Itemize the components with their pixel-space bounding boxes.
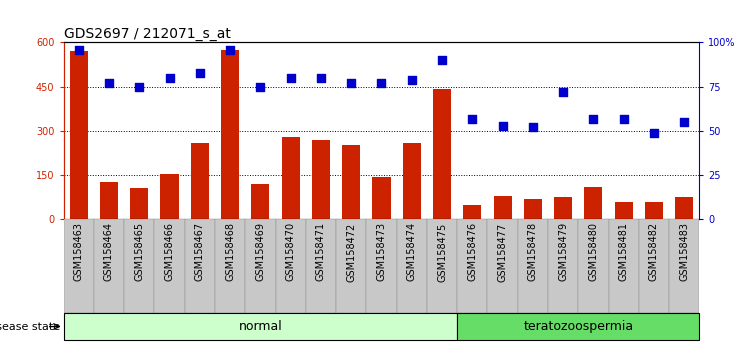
Bar <box>427 219 457 313</box>
Point <box>497 123 509 129</box>
Bar <box>336 219 367 313</box>
Bar <box>161 174 179 219</box>
Point <box>375 80 387 86</box>
Bar <box>524 199 542 219</box>
Bar <box>64 313 457 340</box>
Point <box>224 47 236 52</box>
Text: GSM158475: GSM158475 <box>437 222 447 281</box>
Bar <box>306 219 336 313</box>
Text: GSM158467: GSM158467 <box>194 222 205 281</box>
Bar <box>488 219 518 313</box>
Bar <box>463 205 482 219</box>
Point <box>466 116 478 121</box>
Point <box>405 77 417 82</box>
Text: GSM158477: GSM158477 <box>497 222 508 281</box>
Text: GSM158470: GSM158470 <box>286 222 295 281</box>
Point <box>587 116 599 121</box>
Text: GSM158472: GSM158472 <box>346 222 356 281</box>
Bar <box>615 202 633 219</box>
Text: GSM158480: GSM158480 <box>589 222 598 281</box>
Bar <box>402 143 421 219</box>
Bar <box>245 219 275 313</box>
Text: GSM158464: GSM158464 <box>104 222 114 281</box>
Bar <box>275 219 306 313</box>
Text: GSM158466: GSM158466 <box>165 222 174 281</box>
Bar <box>342 145 361 219</box>
Point <box>436 57 448 63</box>
Text: GSM158471: GSM158471 <box>316 222 326 281</box>
Bar <box>373 177 390 219</box>
Bar <box>215 219 245 313</box>
Point <box>194 70 206 75</box>
Bar <box>584 187 602 219</box>
Point <box>164 75 176 81</box>
Text: GSM158478: GSM158478 <box>528 222 538 281</box>
Point <box>73 47 85 52</box>
Point <box>133 84 145 90</box>
Bar <box>185 219 215 313</box>
Bar <box>548 219 578 313</box>
Point <box>254 84 266 90</box>
Point <box>315 75 327 81</box>
Text: GSM158468: GSM158468 <box>225 222 235 281</box>
Text: GDS2697 / 212071_s_at: GDS2697 / 212071_s_at <box>64 27 230 41</box>
Text: GSM158482: GSM158482 <box>649 222 659 281</box>
Text: GSM158463: GSM158463 <box>74 222 84 281</box>
Point <box>285 75 297 81</box>
Bar <box>578 219 609 313</box>
Bar <box>64 219 94 313</box>
Text: disease state: disease state <box>0 321 60 332</box>
Text: GSM158481: GSM158481 <box>619 222 628 281</box>
Bar <box>221 50 239 219</box>
Point <box>678 119 690 125</box>
Bar <box>281 137 300 219</box>
Text: normal: normal <box>239 320 282 333</box>
Bar <box>251 184 269 219</box>
Bar <box>154 219 185 313</box>
Bar <box>494 196 512 219</box>
Bar <box>675 198 693 219</box>
Text: GSM158465: GSM158465 <box>135 222 144 281</box>
Bar <box>669 219 699 313</box>
Bar <box>100 182 118 219</box>
Text: GSM158479: GSM158479 <box>558 222 568 281</box>
Text: GSM158474: GSM158474 <box>407 222 417 281</box>
Text: GSM158476: GSM158476 <box>468 222 477 281</box>
Bar <box>94 219 124 313</box>
Bar <box>367 219 396 313</box>
Bar <box>457 313 699 340</box>
Bar <box>312 141 330 219</box>
Bar <box>130 188 148 219</box>
Bar <box>554 198 572 219</box>
Text: teratozoospermia: teratozoospermia <box>523 320 634 333</box>
Bar <box>70 51 88 219</box>
Point <box>103 80 115 86</box>
Bar <box>457 219 488 313</box>
Point <box>527 125 539 130</box>
Point <box>648 130 660 136</box>
Text: GSM158473: GSM158473 <box>376 222 387 281</box>
Point <box>557 89 569 95</box>
Bar <box>645 202 663 219</box>
Bar <box>518 219 548 313</box>
Point <box>346 80 358 86</box>
Bar <box>396 219 427 313</box>
Point <box>618 116 630 121</box>
Bar <box>639 219 669 313</box>
Bar <box>191 143 209 219</box>
Bar <box>124 219 154 313</box>
Text: GSM158483: GSM158483 <box>679 222 689 281</box>
Text: GSM158469: GSM158469 <box>255 222 266 281</box>
Bar <box>609 219 639 313</box>
Bar <box>433 89 451 219</box>
